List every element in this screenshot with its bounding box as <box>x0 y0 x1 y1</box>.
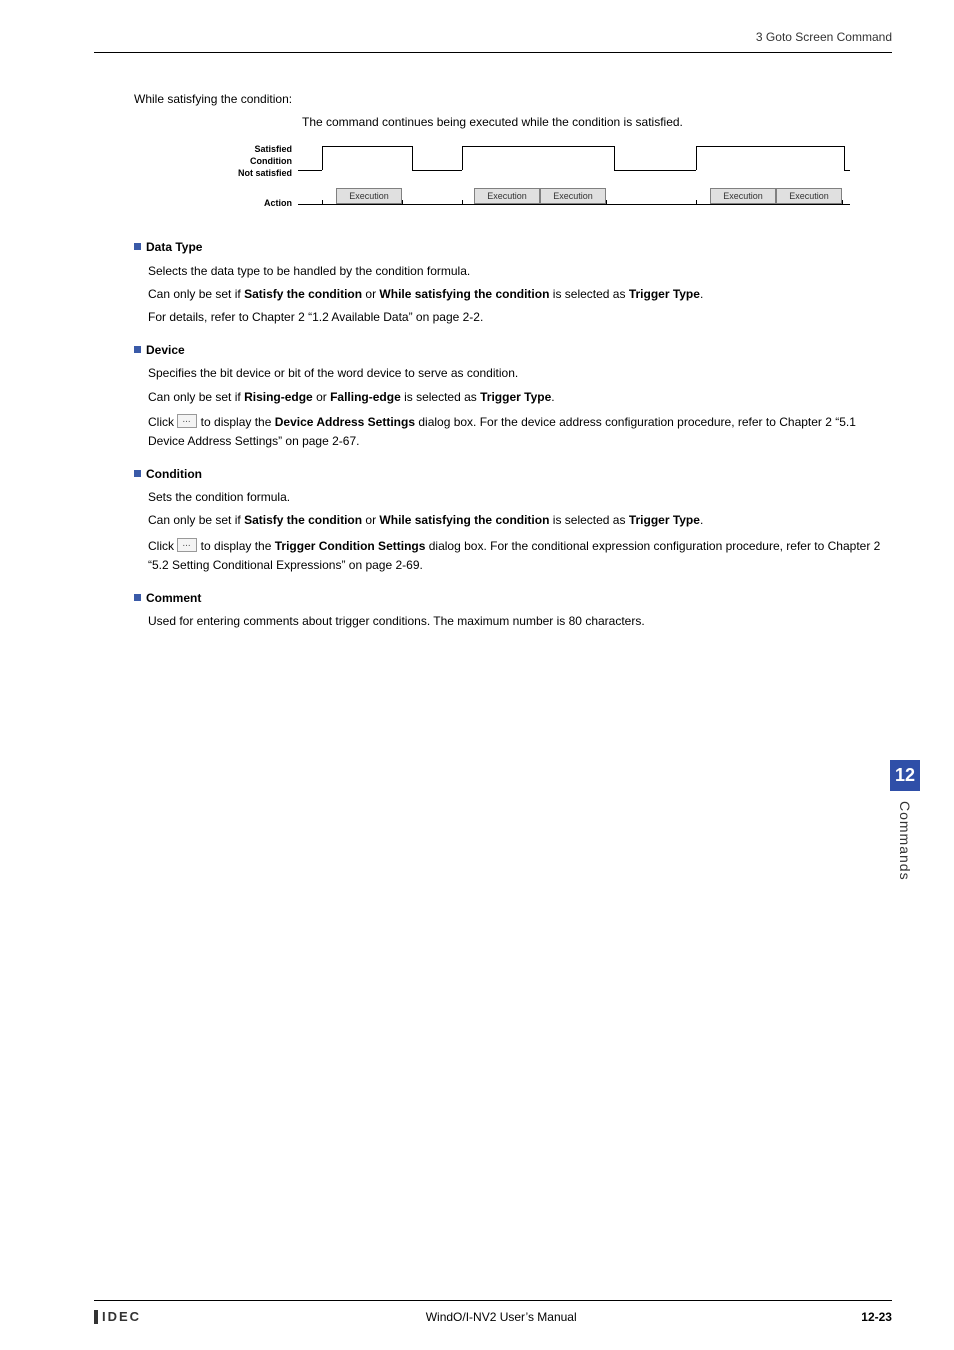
execution-box: Execution <box>776 188 842 204</box>
text: is selected as <box>401 390 480 404</box>
intro-desc: The command continues being executed whi… <box>302 113 892 132</box>
section-comment-title: Comment <box>134 589 892 608</box>
bold-text: Rising-edge <box>244 390 313 404</box>
footer-center: WindO/I-NV2 User’s Manual <box>426 1310 577 1324</box>
section-condition-title: Condition <box>134 465 892 484</box>
heading-text: Data Type <box>146 240 202 254</box>
bold-text: Trigger Type <box>629 287 700 301</box>
bullet-icon <box>134 346 141 353</box>
action-tick <box>402 200 403 204</box>
data-type-line2: Can only be set if Satisfy the condition… <box>148 285 892 304</box>
bold-text: Satisfy the condition <box>244 287 362 301</box>
action-tick <box>842 200 843 204</box>
page-footer: IDEC WindO/I-NV2 User’s Manual 12-23 <box>94 1300 892 1324</box>
ellipsis-button-icon <box>177 414 197 428</box>
waveform-segment <box>298 170 322 171</box>
waveform-edge <box>412 146 413 170</box>
action-baseline <box>298 204 850 205</box>
text: is selected as <box>549 287 628 301</box>
device-line3: Click to display the Device Address Sett… <box>148 413 892 451</box>
heading-text: Comment <box>146 591 201 605</box>
text: . <box>700 287 703 301</box>
header-rule <box>94 52 892 53</box>
device-line1: Specifies the bit device or bit of the w… <box>148 364 892 383</box>
section-data-type-title: Data Type <box>134 238 892 257</box>
diagram-label-action: Action <box>224 196 292 210</box>
bullet-icon <box>134 594 141 601</box>
waveform-edge <box>696 146 697 170</box>
bold-text: Trigger Type <box>629 513 700 527</box>
action-tick <box>462 200 463 204</box>
bold-text: Device Address Settings <box>275 415 415 429</box>
text: Can only be set if <box>148 390 244 404</box>
page-number: 12-23 <box>861 1310 892 1324</box>
intro-label: While satisfying the condition: <box>134 90 892 109</box>
waveform-segment <box>614 170 696 171</box>
waveform-edge <box>614 146 615 170</box>
action-tick <box>696 200 697 204</box>
condition-line1: Sets the condition formula. <box>148 488 892 507</box>
text: is selected as <box>549 513 628 527</box>
bold-text: While satisfying the condition <box>379 513 549 527</box>
heading-text: Condition <box>146 467 202 481</box>
condition-line3: Click to display the Trigger Condition S… <box>148 537 892 575</box>
chapter-title: Commands <box>897 801 913 881</box>
bullet-icon <box>134 243 141 250</box>
text: or <box>362 513 379 527</box>
idec-logo: IDEC <box>94 1309 141 1324</box>
bold-text: Falling-edge <box>330 390 401 404</box>
page-content: While satisfying the condition: The comm… <box>134 90 892 635</box>
text: Can only be set if <box>148 287 244 301</box>
timing-diagram: SatisfiedConditionNot satisfiedActionExe… <box>134 142 892 220</box>
device-line2: Can only be set if Rising-edge or Fallin… <box>148 388 892 407</box>
diagram-label-not-satisfied: Not satisfied <box>224 166 292 180</box>
bold-text: Trigger Type <box>480 390 551 404</box>
waveform-edge <box>462 146 463 170</box>
side-tab: 12 Commands <box>890 760 920 881</box>
waveform-segment <box>322 146 412 147</box>
ellipsis-button-icon <box>177 538 197 552</box>
execution-box: Execution <box>336 188 402 204</box>
waveform-segment <box>844 170 850 171</box>
chapter-number: 12 <box>890 760 920 791</box>
waveform-segment <box>462 146 614 147</box>
execution-box: Execution <box>474 188 540 204</box>
bold-text: Trigger Condition Settings <box>275 539 426 553</box>
footer-rule <box>94 1300 892 1301</box>
action-tick <box>322 200 323 204</box>
execution-box: Execution <box>540 188 606 204</box>
condition-line2: Can only be set if Satisfy the condition… <box>148 511 892 530</box>
execution-box: Execution <box>710 188 776 204</box>
waveform-segment <box>412 170 462 171</box>
text: or <box>362 287 379 301</box>
header-breadcrumb: 3 Goto Screen Command <box>756 30 892 44</box>
waveform-segment <box>696 146 844 147</box>
text: to display the <box>197 539 274 553</box>
waveform-edge <box>844 146 845 170</box>
bold-text: While satisfying the condition <box>379 287 549 301</box>
comment-line1: Used for entering comments about trigger… <box>148 612 892 631</box>
data-type-line1: Selects the data type to be handled by t… <box>148 262 892 281</box>
bullet-icon <box>134 470 141 477</box>
bold-text: Satisfy the condition <box>244 513 362 527</box>
waveform-edge <box>322 146 323 170</box>
section-device-title: Device <box>134 341 892 360</box>
text: Can only be set if <box>148 513 244 527</box>
logo-text: IDEC <box>102 1309 141 1324</box>
heading-text: Device <box>146 343 185 357</box>
action-tick <box>606 200 607 204</box>
text: to display the <box>197 415 274 429</box>
data-type-line3: For details, refer to Chapter 2 “1.2 Ava… <box>148 308 892 327</box>
text: or <box>313 390 330 404</box>
text: . <box>551 390 554 404</box>
text: Click <box>148 539 177 553</box>
text: Click <box>148 415 177 429</box>
text: . <box>700 513 703 527</box>
